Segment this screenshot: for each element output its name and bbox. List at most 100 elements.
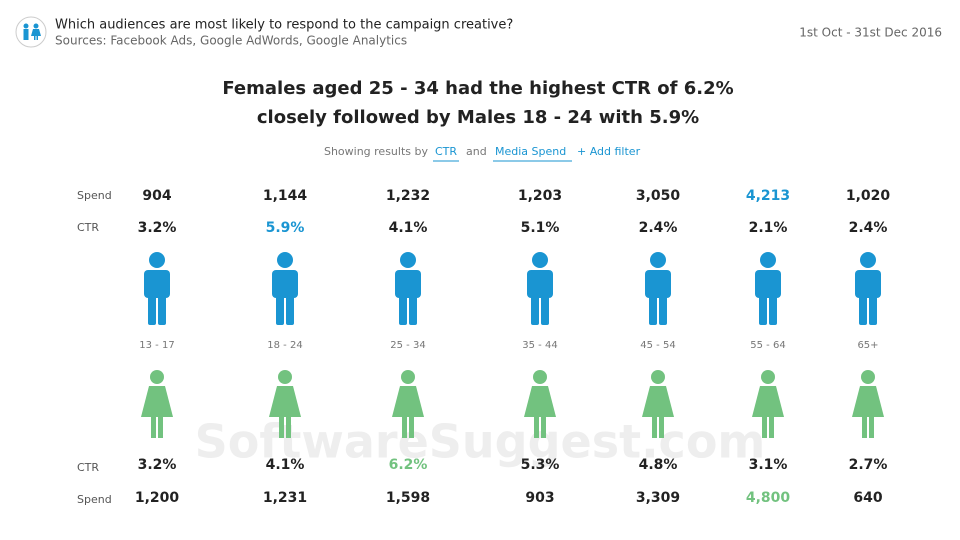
leg <box>399 296 407 325</box>
female-figure <box>642 370 674 438</box>
female-figure <box>269 370 301 438</box>
dress <box>392 386 424 417</box>
female-ctr: 4.1% <box>266 457 305 473</box>
head <box>861 370 875 384</box>
leg <box>862 416 867 438</box>
filter-metric[interactable]: CTR <box>435 145 457 158</box>
female-ctr: 2.7% <box>849 457 888 473</box>
leg <box>286 296 294 325</box>
torso <box>144 270 170 298</box>
leg <box>276 296 284 325</box>
male-ctr: 5.9% <box>266 220 305 236</box>
filter-dimension[interactable]: Media Spend <box>495 145 566 158</box>
male-spend: 4,213 <box>746 188 790 204</box>
filter-joiner: and <box>466 145 487 158</box>
female-figure <box>524 370 556 438</box>
header-title: Which audiences are most likely to respo… <box>55 18 513 33</box>
male-ctr: 2.1% <box>749 220 788 236</box>
header-sources: Sources: Facebook Ads, Google AdWords, G… <box>55 34 407 48</box>
age-label: 18 - 24 <box>267 340 302 351</box>
female-spend: 903 <box>525 490 554 506</box>
head <box>149 252 165 268</box>
age-label: 55 - 64 <box>750 340 785 351</box>
leg <box>409 416 414 438</box>
leg <box>659 296 667 325</box>
leg <box>279 416 284 438</box>
headline: Females aged 25 - 34 had the highest CTR… <box>222 78 733 99</box>
male-spend: 1,232 <box>386 188 430 204</box>
torso <box>272 270 298 298</box>
dress <box>852 386 884 417</box>
female-figure <box>752 370 784 438</box>
male-figure <box>144 252 170 325</box>
female-ctr: 4.8% <box>639 457 678 473</box>
add-filter[interactable]: + Add filter <box>577 145 641 158</box>
age-label: 25 - 34 <box>390 340 425 351</box>
leg <box>409 296 417 325</box>
male-ctr: 2.4% <box>639 220 678 236</box>
female-figure <box>392 370 424 438</box>
leg <box>649 296 657 325</box>
age-label: 65+ <box>857 340 878 351</box>
leg <box>769 296 777 325</box>
leg <box>869 296 877 325</box>
torso <box>527 270 553 298</box>
female-spend: 1,598 <box>386 490 430 506</box>
head <box>760 252 776 268</box>
leg <box>859 296 867 325</box>
male-figure <box>272 252 298 325</box>
leg <box>541 296 549 325</box>
leg <box>531 296 539 325</box>
row-label: Spend <box>77 493 112 506</box>
female-ctr: 3.1% <box>749 457 788 473</box>
male-figure <box>755 252 781 325</box>
male-spend: 904 <box>142 188 171 204</box>
male-ctr: 2.4% <box>849 220 888 236</box>
male-ctr: 3.2% <box>138 220 177 236</box>
female-spend: 3,309 <box>636 490 680 506</box>
male-spend: 3,050 <box>636 188 681 204</box>
torso <box>395 270 421 298</box>
head <box>278 370 292 384</box>
leg <box>652 416 657 438</box>
dress <box>524 386 556 417</box>
head <box>277 252 293 268</box>
female-spend: 4,800 <box>746 490 791 506</box>
male-ctr: 5.1% <box>521 220 560 236</box>
leg <box>151 416 156 438</box>
head <box>651 370 665 384</box>
filter-prefix: Showing results by <box>324 145 429 158</box>
head <box>401 370 415 384</box>
age-label: 13 - 17 <box>139 340 174 351</box>
male-spend: 1,144 <box>263 188 308 204</box>
row-label: Spend <box>77 189 112 202</box>
leg <box>762 416 767 438</box>
male-figure <box>395 252 421 325</box>
male-spend: 1,020 <box>846 188 891 204</box>
leg <box>541 416 546 438</box>
leg <box>759 296 767 325</box>
male-figure <box>855 252 881 325</box>
male-spend: 1,203 <box>518 188 562 204</box>
torso <box>855 270 881 298</box>
male-figure <box>645 252 671 325</box>
dress <box>642 386 674 417</box>
male-ctr: 4.1% <box>389 220 428 236</box>
head <box>150 370 164 384</box>
male-figure <box>527 252 553 325</box>
leg <box>534 416 539 438</box>
female-spend: 1,231 <box>263 490 307 506</box>
age-label: 45 - 54 <box>640 340 675 351</box>
head <box>860 252 876 268</box>
leg <box>158 416 163 438</box>
leg <box>148 296 156 325</box>
female-ctr: 3.2% <box>138 457 177 473</box>
dress <box>141 386 173 417</box>
torso <box>755 270 781 298</box>
female-figure <box>852 370 884 438</box>
head <box>400 252 416 268</box>
leg <box>869 416 874 438</box>
leg <box>659 416 664 438</box>
head <box>650 252 666 268</box>
